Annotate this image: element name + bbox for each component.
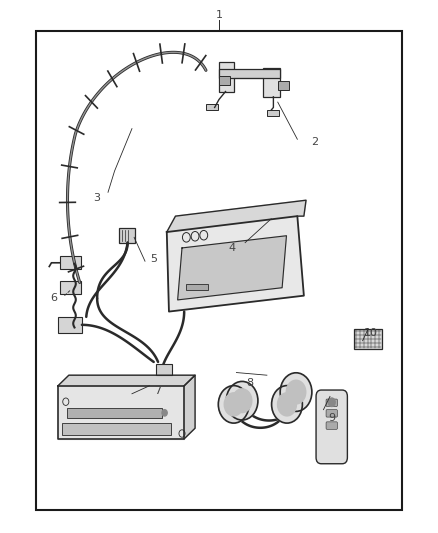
FancyBboxPatch shape	[326, 422, 337, 429]
Text: 2: 2	[311, 137, 318, 147]
Polygon shape	[58, 375, 195, 386]
Text: 8: 8	[246, 378, 253, 388]
FancyBboxPatch shape	[326, 399, 337, 407]
Text: 1: 1	[215, 10, 223, 20]
FancyBboxPatch shape	[219, 76, 230, 85]
FancyBboxPatch shape	[156, 364, 173, 375]
FancyBboxPatch shape	[119, 228, 135, 243]
Text: 5: 5	[150, 254, 157, 263]
FancyBboxPatch shape	[219, 62, 234, 92]
Polygon shape	[58, 386, 184, 439]
Circle shape	[280, 373, 312, 411]
FancyBboxPatch shape	[267, 110, 279, 116]
Circle shape	[272, 385, 302, 423]
Circle shape	[328, 398, 335, 407]
Polygon shape	[167, 216, 304, 312]
FancyBboxPatch shape	[62, 423, 171, 435]
Polygon shape	[184, 375, 195, 439]
FancyBboxPatch shape	[60, 256, 81, 269]
FancyBboxPatch shape	[326, 410, 337, 417]
Circle shape	[226, 382, 258, 420]
Polygon shape	[167, 200, 306, 232]
FancyBboxPatch shape	[316, 390, 347, 464]
FancyBboxPatch shape	[58, 317, 82, 333]
Text: 10: 10	[364, 328, 378, 338]
Text: 9: 9	[328, 413, 336, 423]
Bar	[36, 30, 402, 511]
FancyBboxPatch shape	[206, 104, 218, 110]
Text: 4: 4	[229, 243, 236, 253]
Circle shape	[232, 389, 252, 413]
FancyBboxPatch shape	[219, 69, 280, 78]
Circle shape	[224, 393, 243, 416]
Text: 7: 7	[155, 386, 162, 396]
Text: 6: 6	[50, 293, 57, 303]
FancyBboxPatch shape	[186, 284, 208, 290]
Circle shape	[286, 380, 306, 404]
Polygon shape	[178, 236, 286, 300]
Circle shape	[218, 385, 249, 423]
FancyBboxPatch shape	[60, 281, 81, 294]
FancyBboxPatch shape	[278, 81, 289, 91]
FancyBboxPatch shape	[67, 408, 162, 418]
Circle shape	[162, 410, 167, 416]
Text: 3: 3	[94, 192, 101, 203]
Circle shape	[278, 393, 297, 416]
FancyBboxPatch shape	[354, 328, 382, 349]
FancyBboxPatch shape	[262, 68, 280, 97]
